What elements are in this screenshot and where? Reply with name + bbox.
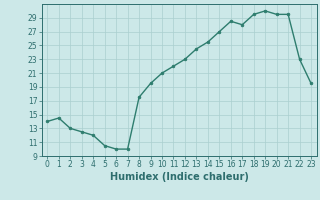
X-axis label: Humidex (Indice chaleur): Humidex (Indice chaleur): [110, 172, 249, 182]
